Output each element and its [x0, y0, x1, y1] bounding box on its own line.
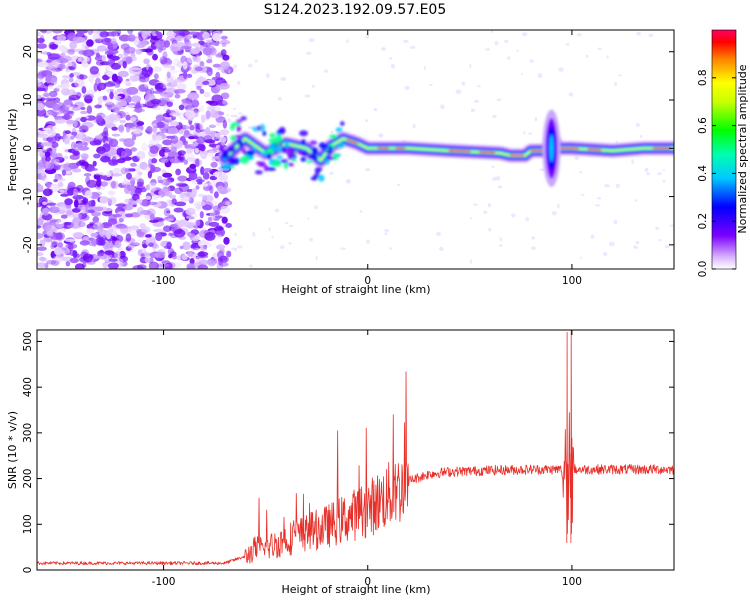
- snr-x-axis-label: Height of straight line (km): [281, 583, 430, 596]
- colorbar-label: Normalized spectral amplitude: [736, 64, 749, 233]
- colorbar-tick-label: 0.8: [697, 69, 709, 86]
- spectrogram-x-tick-label: 0: [364, 275, 371, 287]
- snr-ticks: -100 0 100 0 100 200 300 400 500: [22, 330, 674, 588]
- noise-speckle: [37, 30, 674, 269]
- snr-frame: [36, 329, 675, 571]
- spectrogram-x-tick-label: -100: [152, 275, 176, 287]
- colorbar-tick-label: 0.0: [697, 261, 709, 278]
- spectrogram-frame: [36, 29, 675, 270]
- colorbar-gradient: [711, 29, 737, 270]
- spectrogram-y-tick-label: 0: [22, 145, 34, 152]
- snr-y-tick-label: 100: [22, 514, 34, 534]
- colorbar-tick-label: 0.2: [697, 213, 709, 230]
- colorbar: 0.0 0.2 0.4 0.6 0.8 Normalized spectral ampl…: [697, 29, 749, 277]
- snr-x-tick-label: 0: [364, 576, 371, 588]
- spectrogram-y-axis-label: Frequency (Hz): [6, 109, 19, 192]
- snr-y-axis-label: SNR (10 * v/v): [6, 411, 19, 489]
- snr-x-tick-label: 100: [562, 576, 582, 588]
- snr-y-tick-label: 300: [22, 423, 34, 443]
- snr-y-tick-label: 200: [22, 469, 34, 489]
- spectrogram-y-tick-label: 20: [22, 45, 34, 58]
- snr-x-tick-label: -100: [152, 576, 176, 588]
- snr-series-line: [37, 330, 674, 566]
- spectrogram-x-axis-label: Height of straight line (km): [281, 283, 430, 296]
- colorbar-tick-label: 0.6: [697, 117, 709, 134]
- colorbar-tick-label: 0.4: [697, 165, 709, 182]
- snr-y-tick-label: 0: [22, 567, 34, 574]
- snr-y-tick-label: 400: [22, 377, 34, 397]
- signal-ridge: [217, 109, 674, 187]
- spectrogram-y-tick-label: -10: [22, 188, 34, 205]
- snr-panel: -100 0 100 0 100 200 300 400 500 Height of strai…: [6, 329, 675, 596]
- spectrogram-x-tick-label: 100: [562, 275, 582, 287]
- figure-title: S124.2023.192.09.57.E05: [264, 2, 447, 18]
- colorbar-ticks: 0.0 0.2 0.4 0.6 0.8: [697, 69, 736, 277]
- spectrogram-y-tick-label: 10: [22, 93, 34, 106]
- spectrogram-heatmap: [37, 30, 674, 269]
- spectrogram-y-tick-label: -20: [22, 236, 34, 253]
- snr-background: [37, 330, 674, 570]
- snr-y-tick-label: 500: [22, 331, 34, 351]
